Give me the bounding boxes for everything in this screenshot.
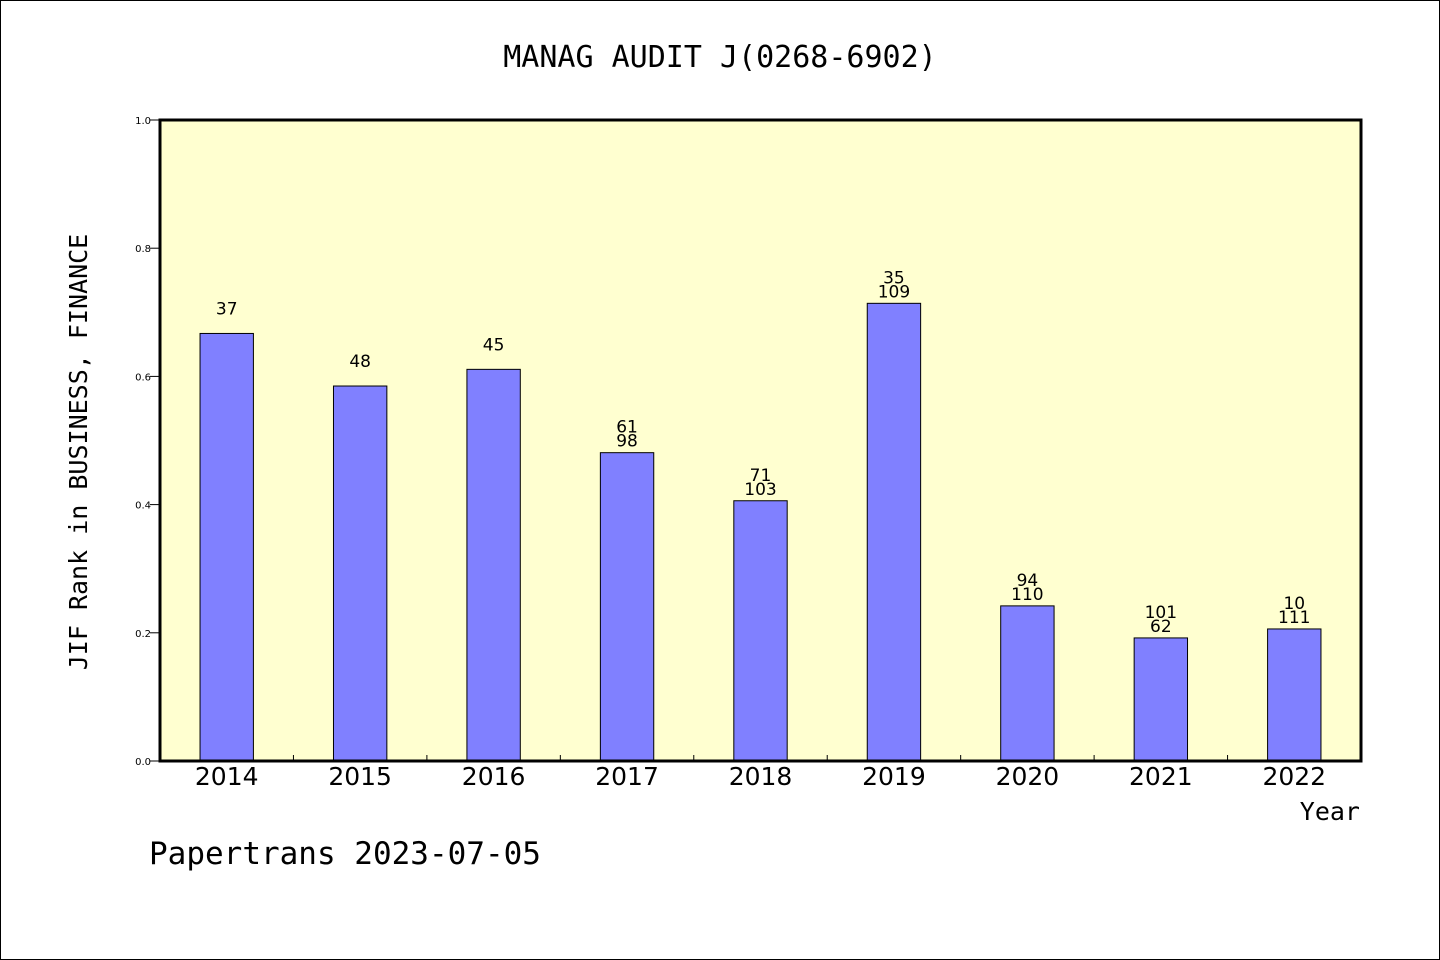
x-tick-label-2022: 2022 bbox=[1262, 762, 1326, 791]
y-tick-label-3: 0.6 bbox=[135, 372, 151, 383]
bar-label-2018-2: 103 bbox=[744, 480, 776, 500]
x-tick-label-2020: 2020 bbox=[996, 762, 1060, 791]
x-tick-label-2015: 2015 bbox=[328, 762, 392, 791]
chart-title: MANAG AUDIT J(0268-6902) bbox=[503, 40, 936, 75]
bar-2020 bbox=[1000, 605, 1055, 762]
bar-label-2021-2: 62 bbox=[1150, 617, 1172, 637]
plot-border bbox=[158, 118, 1363, 763]
y-tick-label-2: 0.4 bbox=[135, 501, 151, 512]
bar-label-2022-1: 10 bbox=[1283, 594, 1305, 614]
x-axis-label: Year bbox=[1300, 797, 1360, 826]
footer-text: Papertrans 2023-07-05 bbox=[149, 836, 541, 872]
bar-label-2014-1: 37 bbox=[216, 299, 238, 319]
bar-label-2020-2: 110 bbox=[1011, 585, 1043, 605]
bar-2014 bbox=[199, 332, 254, 762]
bar-label-2018-1: 71 bbox=[750, 466, 772, 486]
bar-label-2016-1: 45 bbox=[483, 335, 505, 355]
bar-label-2022-2: 111 bbox=[1278, 608, 1310, 628]
y-axis-label: JIF Rank in BUSINESS, FINANCE bbox=[64, 234, 93, 671]
bar-2017 bbox=[599, 452, 655, 762]
bar-label-2017-2: 98 bbox=[616, 432, 638, 452]
bar-label-2015-1: 48 bbox=[349, 352, 371, 372]
bar-2018 bbox=[733, 500, 788, 762]
y-tick-label-0: 0.0 bbox=[135, 757, 151, 768]
bar-label-2019-2: 109 bbox=[878, 282, 910, 302]
bar-2021 bbox=[1133, 637, 1189, 762]
x-tick-label-2016: 2016 bbox=[462, 762, 526, 791]
x-tick-label-2018: 2018 bbox=[729, 762, 793, 791]
bar-label-2020-1: 94 bbox=[1017, 571, 1039, 591]
bar-2015 bbox=[332, 385, 388, 762]
x-tick-label-2021: 2021 bbox=[1129, 762, 1193, 791]
bar-2022 bbox=[1267, 628, 1322, 762]
bar-label-2021-1: 101 bbox=[1145, 603, 1177, 623]
x-tick-label-2019: 2019 bbox=[862, 762, 926, 791]
bar-series bbox=[199, 302, 1322, 762]
y-tick-label-5: 1.0 bbox=[135, 116, 151, 127]
x-tick-label-2017: 2017 bbox=[595, 762, 659, 791]
bar-2016 bbox=[466, 368, 521, 762]
bar-label-2019-1: 35 bbox=[883, 268, 905, 288]
x-axis: 2014 2015 2016 2017 2018 2019 2020 2021 2022 bbox=[195, 755, 1326, 791]
y-tick-label-4: 0.8 bbox=[135, 244, 151, 255]
bar-2019 bbox=[866, 302, 922, 762]
y-axis: 0.0 0.2 0.4 0.6 0.8 1.0 bbox=[135, 116, 160, 768]
y-tick-label-1: 0.2 bbox=[135, 629, 151, 640]
x-tick-label-2014: 2014 bbox=[195, 762, 259, 791]
bar-label-2017-1: 61 bbox=[616, 418, 638, 438]
